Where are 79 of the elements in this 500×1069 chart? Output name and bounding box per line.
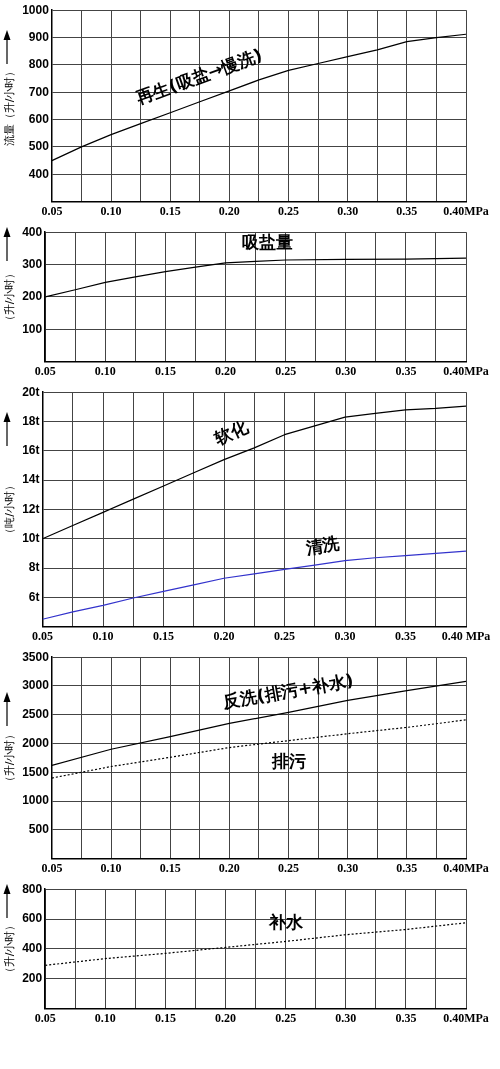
y-tick-label: 1500 (22, 764, 50, 779)
x-tick-label: 0.35 (396, 860, 418, 875)
x-tick-label: 0.20 (215, 363, 237, 378)
x-tick-label: 0.20 (218, 860, 240, 875)
x-tick-label: 0.35 (395, 363, 417, 378)
text: 再生(吸盐→慢洗) (132, 44, 265, 109)
y-tick-label: 18t (22, 413, 40, 428)
x-tick-label: 0.25 (278, 860, 300, 875)
x-tick-label: 0.25 (275, 363, 297, 378)
x-tick-label: 0.30 (337, 860, 359, 875)
x-tick-label: 0.05 (32, 628, 54, 643)
y-tick-label: 800 (28, 57, 50, 72)
y-tick-label: 500 (28, 139, 50, 154)
x-tick-label: 0.35 (395, 628, 417, 643)
y-tick-label: 20t (22, 384, 40, 399)
text: 清洗 (303, 533, 342, 558)
y-tick-label: 100 (22, 321, 43, 336)
x-tick-label: 0.40 MPa (441, 628, 491, 643)
x-tick-label: 0.30 (337, 203, 359, 218)
x-tick-label: 0.15 (154, 363, 176, 378)
y-axis-title: 流量（升/小时） (3, 65, 17, 147)
y-axis-title: （吨/小时） (3, 480, 17, 539)
y-tick-label: 400 (22, 224, 43, 239)
y-tick-label: 12t (22, 501, 40, 516)
x-tick-label: 0.10 (100, 860, 122, 875)
x-tick-label: 0.30 (335, 363, 357, 378)
y-tick-label: 14t (22, 472, 40, 487)
y-tick-label: 2500 (22, 707, 50, 722)
y-tick-label: 300 (22, 256, 43, 271)
x-tick-label: 0.40MPa (443, 860, 489, 875)
text: 反洗(排污+补水) (220, 669, 355, 713)
y-tick-label: 3000 (22, 678, 50, 693)
text: 软化 (210, 415, 252, 449)
x-tick-label: 0.15 (159, 860, 181, 875)
y-tick-label: 200 (22, 289, 43, 304)
y-tick-label: 600 (28, 111, 50, 126)
y-tick-label: 16t (22, 443, 40, 458)
y-tick-label: 600 (22, 911, 43, 926)
x-tick-label: 0.40MPa (443, 363, 489, 378)
x-tick-label: 0.10 (94, 1010, 116, 1025)
x-tick-label: 0.05 (41, 203, 63, 218)
x-tick-label: 0.20 (213, 628, 235, 643)
y-axis-title: （升/小时） (3, 919, 17, 979)
y-tick-label: 400 (28, 166, 50, 181)
x-tick-label: 0.05 (41, 860, 63, 875)
x-tick-label: 0.35 (396, 203, 418, 218)
x-tick-label: 0.05 (34, 363, 56, 378)
x-tick-label: 0.15 (154, 1010, 176, 1025)
x-tick-label: 0.40MPa (443, 1010, 489, 1025)
x-tick-label: 0.25 (275, 1010, 297, 1025)
y-axis-title: （升/小时） (3, 728, 17, 788)
y-axis-title: （升/小时） (3, 267, 17, 327)
x-tick-label: 0.30 (335, 1010, 357, 1025)
y-tick-label: 700 (28, 84, 50, 99)
x-tick-label: 0.10 (92, 628, 114, 643)
x-tick-label: 0.20 (218, 203, 240, 218)
x-tick-label: 0.40MPa (443, 203, 489, 218)
y-tick-label: 1000 (22, 793, 50, 808)
x-tick-label: 0.25 (274, 628, 296, 643)
y-tick-label: 8t (28, 560, 40, 575)
x-tick-label: 0.25 (278, 203, 300, 218)
y-tick-label: 800 (22, 881, 43, 896)
y-tick-label: 3500 (22, 649, 50, 664)
x-tick-label: 0.20 (215, 1010, 237, 1025)
x-tick-label: 0.10 (94, 363, 116, 378)
x-tick-label: 0.10 (100, 203, 122, 218)
y-tick-label: 2000 (22, 735, 50, 750)
y-tick-label: 6t (28, 589, 40, 604)
x-tick-label: 0.35 (395, 1010, 417, 1025)
y-tick-label: 200 (22, 971, 43, 986)
x-tick-label: 0.15 (159, 203, 181, 218)
y-tick-label: 500 (28, 822, 50, 837)
y-tick-label: 1000 (22, 2, 50, 17)
y-tick-label: 400 (22, 941, 43, 956)
y-tick-label: 900 (28, 29, 50, 44)
y-tick-label: 10t (22, 531, 40, 546)
x-tick-label: 0.30 (334, 628, 356, 643)
x-tick-label: 0.05 (34, 1010, 56, 1025)
x-tick-label: 0.15 (153, 628, 175, 643)
